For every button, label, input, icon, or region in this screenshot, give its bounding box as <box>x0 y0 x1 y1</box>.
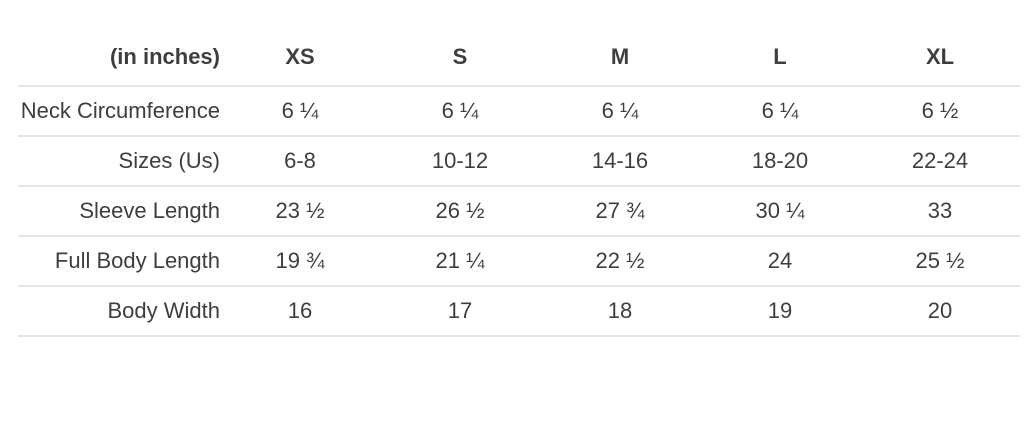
size-column-header: M <box>540 30 700 87</box>
size-value: 14-16 <box>540 136 700 187</box>
size-value: 6-8 <box>220 136 380 187</box>
size-value: 6 ¼ <box>540 86 700 137</box>
size-value: 22-24 <box>860 136 1020 187</box>
size-column-header: L <box>700 30 860 87</box>
size-value: 6 ¼ <box>700 86 860 137</box>
size-value: 30 ¼ <box>700 186 860 237</box>
measurement-row: Sizes (Us) 6-8 10-12 14-16 18-20 22-24 <box>18 136 1020 187</box>
size-value: 6 ¼ <box>220 86 380 137</box>
measurement-row: Full Body Length 19 ¾ 21 ¼ 22 ½ 24 25 ½ <box>18 236 1020 287</box>
measurement-label: Neck Circumference <box>18 86 220 137</box>
size-value: 26 ½ <box>380 186 540 237</box>
size-value: 20 <box>860 286 1020 337</box>
measurement-label: Full Body Length <box>18 236 220 287</box>
size-chart-header: (in inches) XS S M L XL <box>18 30 1020 87</box>
size-value: 25 ½ <box>860 236 1020 287</box>
size-column-header: XL <box>860 30 1020 87</box>
measurement-label: Body Width <box>18 286 220 337</box>
size-value: 17 <box>380 286 540 337</box>
size-value: 6 ¼ <box>380 86 540 137</box>
size-value: 18 <box>540 286 700 337</box>
measurement-row: Body Width 16 17 18 19 20 <box>18 286 1020 337</box>
unit-label: (in inches) <box>18 30 220 87</box>
size-value: 18-20 <box>700 136 860 187</box>
measurement-label: Sizes (Us) <box>18 136 220 187</box>
size-value: 16 <box>220 286 380 337</box>
measurement-label: Sleeve Length <box>18 186 220 237</box>
size-column-header: S <box>380 30 540 87</box>
size-value: 24 <box>700 236 860 287</box>
size-value: 19 ¾ <box>220 236 380 287</box>
size-value: 6 ½ <box>860 86 1020 137</box>
size-value: 23 ½ <box>220 186 380 237</box>
size-chart-table: (in inches) XS S M L XL Neck Circumference 6 … <box>18 30 1020 337</box>
size-value: 10-12 <box>380 136 540 187</box>
size-column-header: XS <box>220 30 380 87</box>
size-value: 27 ¾ <box>540 186 700 237</box>
size-value: 33 <box>860 186 1020 237</box>
header-row: (in inches) XS S M L XL <box>18 30 1020 87</box>
measurement-row: Sleeve Length 23 ½ 26 ½ 27 ¾ 30 ¼ 33 <box>18 186 1020 237</box>
size-value: 19 <box>700 286 860 337</box>
size-chart-container: (in inches) XS S M L XL Neck Circumference 6 … <box>18 30 1020 337</box>
size-value: 21 ¼ <box>380 236 540 287</box>
size-value: 22 ½ <box>540 236 700 287</box>
